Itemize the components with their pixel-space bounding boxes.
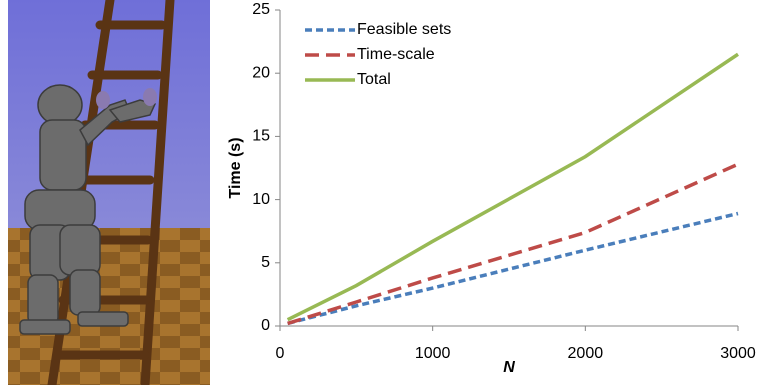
y-tick-label: 5 [261, 254, 270, 271]
legend-label: Feasible sets [357, 21, 451, 38]
x-tick-label: 1000 [415, 345, 451, 362]
chart: Time (s) N 0 5 10 15 20 25 0 1000 2000 3000 Feasib… [227, 1, 756, 376]
x-tick-label: 3000 [720, 345, 756, 362]
series-line [288, 164, 738, 323]
robot-image [8, 0, 210, 385]
series-line [288, 214, 738, 324]
page: Time (s) N 0 5 10 15 20 25 0 1000 2000 3000 Feasib… [0, 0, 761, 385]
y-tick-label: 15 [252, 128, 270, 145]
y-tick-label: 20 [252, 64, 270, 81]
series-line [288, 54, 738, 319]
legend-label: Time-scale [357, 46, 435, 63]
legend-label: Total [357, 71, 391, 88]
y-tick-label: 0 [261, 317, 270, 334]
x-tick-label: 2000 [568, 345, 604, 362]
x-tick-label: 0 [276, 345, 285, 362]
y-tick-label: 10 [252, 191, 270, 208]
x-axis-label: N [503, 359, 515, 376]
y-tick-label: 25 [252, 1, 270, 18]
y-axis-label: Time (s) [227, 137, 244, 198]
